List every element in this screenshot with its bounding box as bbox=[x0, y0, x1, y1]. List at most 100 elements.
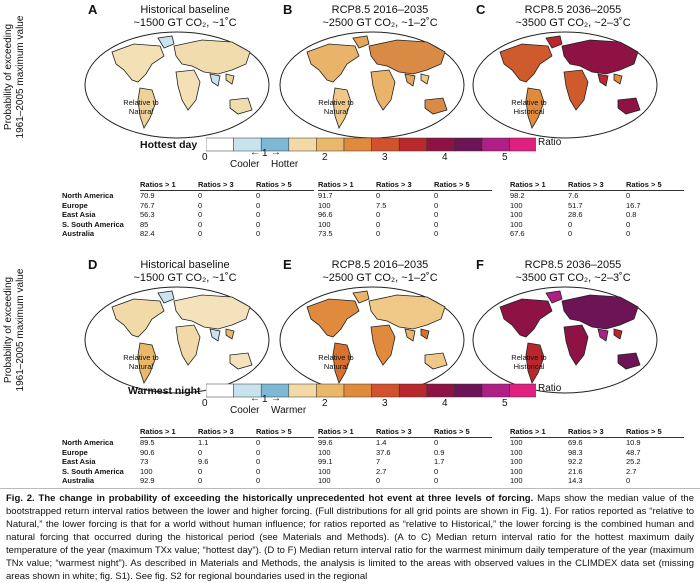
table-row: 100 21.6 2.7 bbox=[510, 467, 684, 477]
colorbar-segment bbox=[288, 137, 317, 152]
table-cell: 0 bbox=[198, 476, 203, 485]
table-row: 96.6 0 0 bbox=[318, 210, 492, 220]
table-cell: 1.7 bbox=[434, 457, 445, 466]
land-region bbox=[404, 328, 416, 342]
table-cell: 98.2 bbox=[510, 191, 525, 200]
panel-title-line2: ~3500 GT CO₂, ~2–3˚C bbox=[515, 17, 631, 29]
table-cell: 0 bbox=[434, 191, 439, 200]
colorbar-segment bbox=[371, 383, 400, 398]
y-axis-label-top: Probability of exceeding 1961–2005 maxim… bbox=[3, 7, 27, 147]
ratio-table: Ratios > 1 Ratios > 3 Ratios > 5 70.9 0 0 76.7… bbox=[140, 180, 314, 239]
land-region bbox=[597, 328, 609, 342]
column-header: Ratios > 3 bbox=[198, 427, 256, 438]
column-header: Ratios > 1 bbox=[318, 427, 376, 438]
land-region bbox=[332, 87, 352, 129]
colorbar-tick-0: 0 bbox=[202, 152, 208, 163]
table-cell: 0 bbox=[256, 200, 261, 210]
world-map bbox=[84, 31, 270, 139]
map-inset-label: Relative to Historical bbox=[504, 98, 554, 116]
table-cell: 100 bbox=[318, 200, 331, 210]
panel-title: RCP8.5 2036–2055 ~3500 GT CO₂, ~2–3˚C bbox=[488, 4, 658, 30]
table-cell: 1.1 bbox=[198, 438, 209, 447]
map-inset-label: Relative to Natural bbox=[311, 98, 361, 116]
panel-title-line2: ~1500 GT CO₂, ~1˚C bbox=[133, 272, 237, 284]
land-region bbox=[525, 342, 545, 384]
table-cell: 100 bbox=[510, 447, 523, 457]
table-cell: 28.6 bbox=[568, 210, 583, 219]
table-cell: 0 bbox=[256, 438, 261, 447]
land-region bbox=[617, 97, 641, 115]
table-cell: 100 bbox=[510, 466, 523, 476]
table-cell: 91.7 bbox=[318, 191, 333, 200]
land-region bbox=[499, 43, 553, 83]
colorbar-hotter-label: Hotter bbox=[271, 159, 299, 170]
table-cell: 0 bbox=[198, 466, 203, 476]
table-row: 73.5 0 0 bbox=[318, 229, 492, 239]
table-cell: 0 bbox=[256, 447, 261, 457]
land-region bbox=[225, 328, 235, 340]
y-axis-label-line2: 1961–2005 maximum value bbox=[15, 15, 26, 139]
table-cell: 0 bbox=[256, 466, 261, 476]
table-cell: 100 bbox=[510, 438, 523, 447]
table-cell: 0 bbox=[198, 219, 203, 229]
table-cell: 99.1 bbox=[318, 457, 333, 466]
land-region bbox=[613, 328, 623, 340]
ratio-table: Ratios > 1 Ratios > 3 Ratios > 5 99.6 1.4 0 10… bbox=[318, 427, 492, 486]
land-region bbox=[209, 73, 221, 87]
panel-title-line2: ~2500 GT CO₂, ~1–2˚C bbox=[322, 17, 438, 29]
world-map bbox=[472, 31, 658, 139]
table-cell: 85 bbox=[140, 219, 149, 229]
table-cell: 100 bbox=[510, 200, 523, 210]
panel-c: C RCP8.5 2036–2055 ~3500 GT CO₂, ~2–3˚C Rel… bbox=[468, 0, 663, 139]
table-cell: 56.3 bbox=[140, 210, 155, 219]
colorbar-tick-3: 3 bbox=[382, 398, 388, 409]
colorbar-segment bbox=[343, 383, 372, 398]
panel-letter: F bbox=[476, 257, 484, 272]
table-cell: 0 bbox=[376, 191, 381, 200]
table-cell: 0 bbox=[198, 447, 203, 457]
arrow-left-icon: ← bbox=[250, 393, 260, 404]
table-cell: 2.7 bbox=[626, 466, 637, 476]
colorbar-segment bbox=[398, 383, 428, 398]
region-name: North America bbox=[62, 438, 114, 447]
land-region bbox=[352, 290, 370, 304]
table-cell: 0 bbox=[434, 229, 439, 238]
column-header: Ratios > 5 bbox=[626, 427, 684, 438]
region-names: North America Europe East Asia S. South Ame… bbox=[62, 438, 130, 486]
land-region bbox=[420, 73, 430, 85]
panel-letter: D bbox=[88, 257, 98, 272]
caption-text: Maps show the median value of the bootst… bbox=[6, 493, 694, 582]
region-name: Australia bbox=[62, 229, 95, 238]
colorbar-tick-0: 0 bbox=[202, 398, 208, 409]
table-row: 89.5 1.1 0 bbox=[140, 438, 314, 448]
colorbar-segment bbox=[426, 383, 455, 398]
land-region bbox=[499, 298, 553, 338]
colorbar-tick-2: 2 bbox=[322, 398, 328, 409]
colorbar-segment bbox=[288, 383, 317, 398]
table-row: 90.6 0 0 bbox=[140, 448, 314, 458]
column-header: Ratios > 1 bbox=[140, 180, 198, 191]
colorbar-segment bbox=[206, 383, 234, 398]
table-cell: 67.6 bbox=[510, 229, 525, 238]
land-region bbox=[424, 352, 448, 370]
arrow-left-icon: ← bbox=[250, 147, 260, 158]
panel-title-line2: ~2500 GT CO₂, ~1–2˚C bbox=[322, 272, 438, 284]
region-name: North America bbox=[62, 191, 114, 200]
land-region bbox=[370, 324, 396, 366]
region-names: North America Europe East Asia S. South Ame… bbox=[62, 191, 130, 239]
colorbar-tick-5: 5 bbox=[502, 398, 508, 409]
world-map bbox=[279, 31, 465, 139]
colorbar-warmer-label: Warmer bbox=[271, 405, 307, 416]
column-header: Ratios > 3 bbox=[376, 180, 434, 191]
table-cell: 0 bbox=[256, 210, 261, 219]
table-cell: 0 bbox=[434, 476, 439, 485]
table-cell: 0 bbox=[434, 200, 439, 210]
table-row: 92.9 0 0 bbox=[140, 476, 314, 486]
table-cell: 92.2 bbox=[568, 457, 583, 466]
column-header: Ratios > 5 bbox=[256, 180, 314, 191]
ratio-table: Ratios > 1 Ratios > 3 Ratios > 5 100 69.6 10.… bbox=[510, 427, 684, 486]
column-header: Ratios > 3 bbox=[198, 180, 256, 191]
colorbar-tick-1: 1 bbox=[262, 148, 268, 159]
land-region bbox=[545, 290, 563, 304]
inset-line: Historical bbox=[513, 362, 545, 371]
